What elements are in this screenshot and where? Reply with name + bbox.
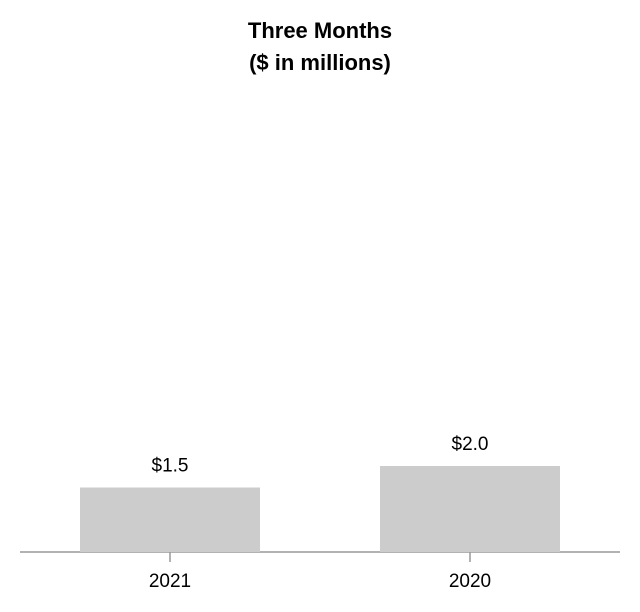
bar (380, 466, 560, 552)
x-tick-label: 2021 (149, 571, 191, 592)
value-label: $2.0 (452, 434, 489, 455)
chart-subtitle: ($ in millions) (249, 50, 391, 75)
chart-title: Three Months (248, 18, 392, 43)
bar (80, 487, 260, 552)
value-label: $1.5 (152, 456, 189, 477)
x-tick-label: 2020 (449, 571, 491, 592)
